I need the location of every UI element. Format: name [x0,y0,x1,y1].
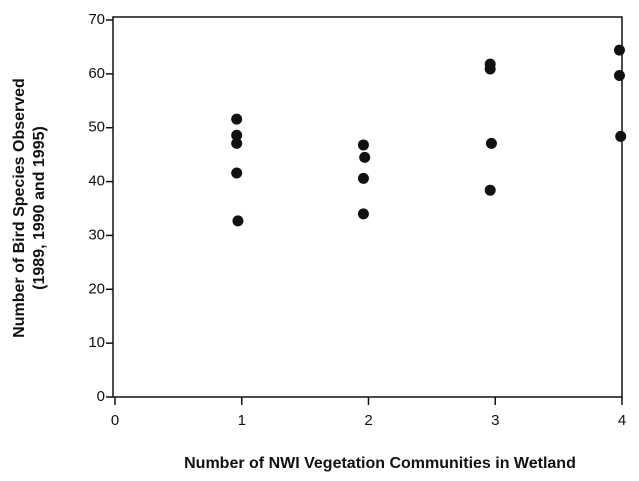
point [484,63,496,75]
point [613,69,625,81]
point [357,208,369,220]
y-tick-label: 70 [88,11,105,28]
point [231,129,243,141]
y-tick-label: 60 [88,65,105,82]
y-tick-label: 30 [88,226,105,243]
point [615,130,627,142]
point [231,113,243,125]
x-tick-label: 1 [238,412,246,429]
x-tick-label: 0 [111,412,119,429]
point [484,184,496,196]
point [357,172,369,184]
y-axis-title-2: (1989, 1990 and 1995) [31,126,48,290]
point [231,137,243,149]
x-tick-label: 4 [618,412,626,429]
y-tick-label: 20 [88,280,105,297]
x-tick-label: 3 [491,412,499,429]
point [231,167,243,179]
y-tick-label: 50 [88,119,105,136]
y-tick-label: 0 [97,388,105,405]
y-axis-title: Number of Bird Species Observed [11,78,28,338]
x-axis-title: Number of NWI Vegetation Communities in … [184,455,576,472]
point [232,215,244,227]
point [359,151,371,163]
point [485,137,497,149]
x-tick-label: 2 [364,412,372,429]
point [613,44,625,56]
y-tick-label: 40 [88,173,105,190]
plot-frame [112,16,623,398]
point [357,139,369,151]
y-tick-label: 10 [88,334,105,351]
